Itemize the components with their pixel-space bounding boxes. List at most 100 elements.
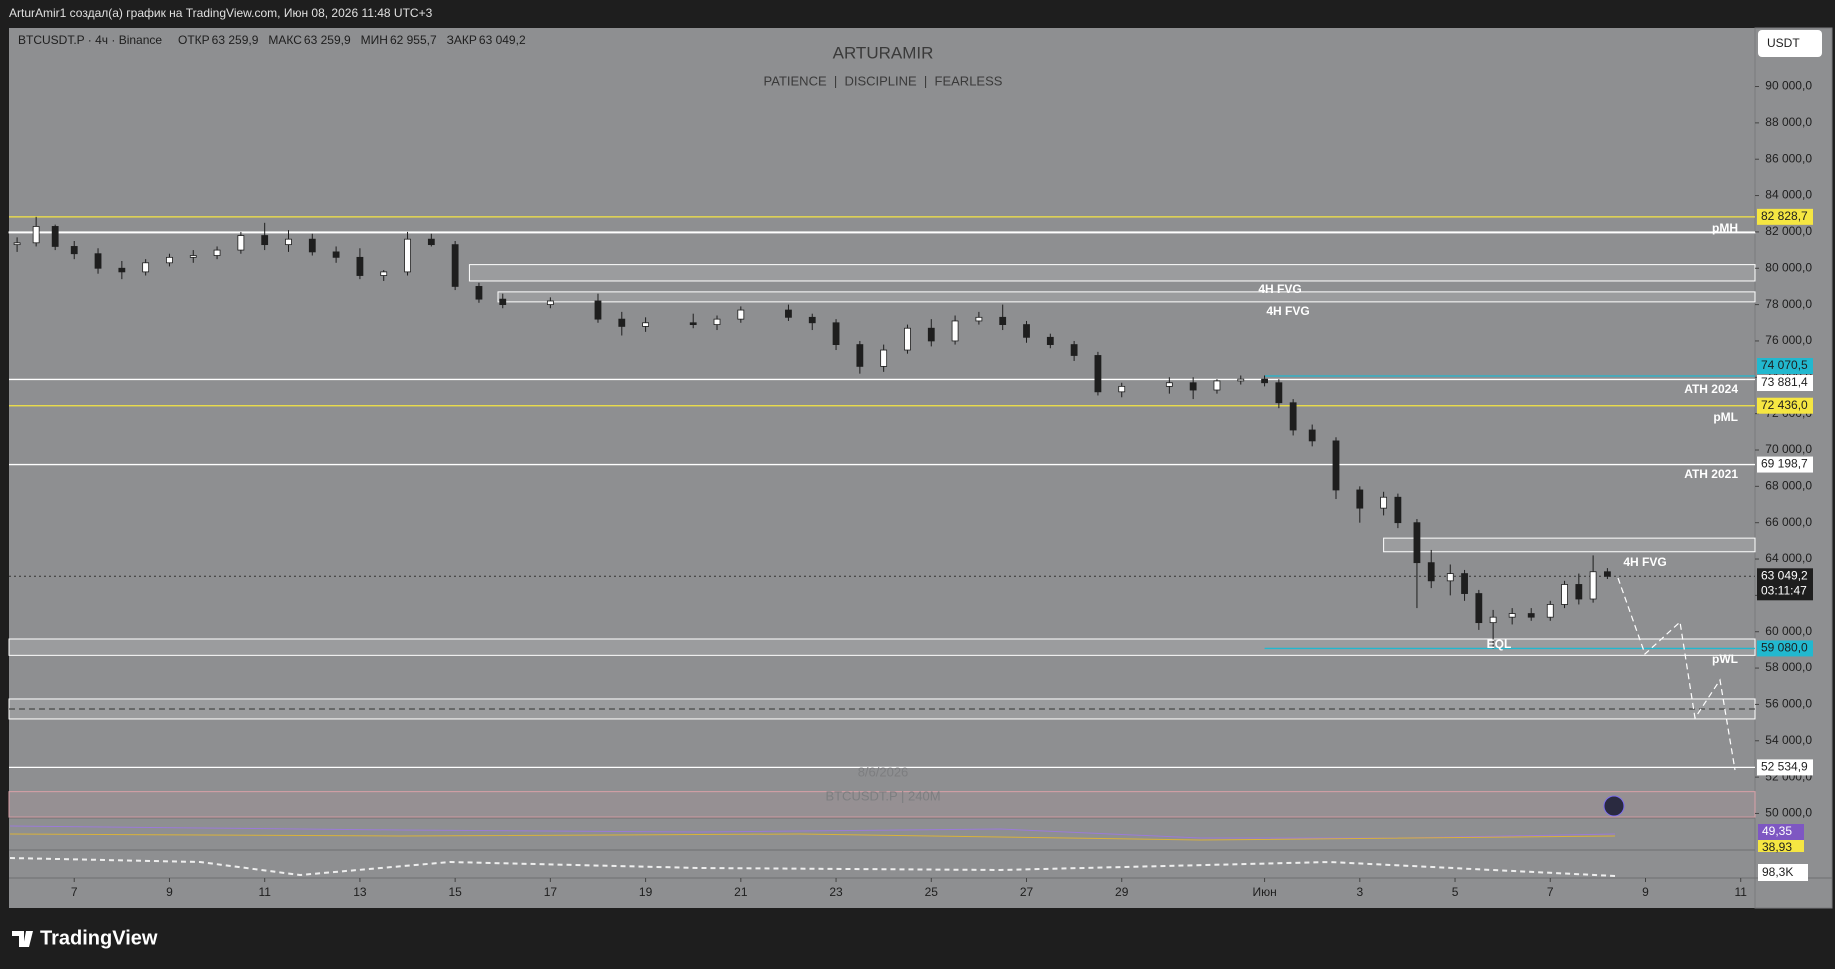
price-badge-label: 74 070,5 (1761, 358, 1808, 372)
rsi-badge (1758, 824, 1804, 840)
candle-body (1165, 382, 1173, 387)
candle-body (808, 316, 816, 324)
candle-body (1189, 382, 1197, 391)
candle-body (1561, 584, 1568, 605)
projection-path (1617, 577, 1736, 771)
candle-body (499, 298, 507, 305)
x-tick-label: 5 (1452, 885, 1459, 899)
price-badge (1757, 568, 1813, 601)
y-tick-label: 86 000,0 (1765, 151, 1812, 165)
volume-badge (1758, 864, 1808, 881)
zone (468, 264, 1756, 282)
candle-body (1094, 355, 1102, 393)
annotation: pWL (1712, 652, 1738, 666)
annotation: 4H FVG (1266, 304, 1309, 318)
candle-body (737, 309, 745, 320)
candle-body (689, 322, 697, 325)
candle-body (332, 251, 340, 258)
annotation: 4H FVG (1623, 555, 1666, 569)
y-tick-label: 56 000,0 (1765, 697, 1812, 711)
annotation: 4H FVG (1258, 282, 1301, 296)
candle-body (1461, 573, 1468, 594)
rsi-ma-label: 38,93 (1762, 840, 1792, 854)
x-tick-label: 3 (1356, 885, 1363, 899)
candle-body (1413, 522, 1421, 564)
y-tick-label: 90 000,0 (1765, 79, 1812, 93)
zone (8, 638, 1756, 656)
candle-body (166, 256, 173, 264)
annotation: pML (1713, 410, 1738, 424)
candle-body (1380, 496, 1388, 509)
candle-body (1070, 344, 1078, 356)
currency-button[interactable] (1758, 30, 1822, 57)
candle-body (475, 286, 483, 300)
rsi-ma (9, 833, 1616, 841)
candle-body (904, 327, 911, 351)
candle-body (1489, 616, 1497, 624)
y-tick-label: 50 000,0 (1765, 806, 1812, 820)
countdown: 03:11:47 (1761, 583, 1807, 597)
y-tick-label: 80 000,0 (1765, 260, 1812, 274)
x-tick-label: 7 (71, 885, 78, 899)
legend-value: 63 259,9 (304, 33, 351, 47)
rsi-ma-badge (1758, 840, 1804, 852)
legend-value: 63 049,2 (479, 33, 526, 47)
price-badge-label: 69 198,7 (1761, 457, 1808, 471)
price-badge (1757, 640, 1813, 657)
candle-body (832, 322, 840, 345)
candle-body (1427, 562, 1435, 582)
alert-icon[interactable] (1603, 795, 1625, 817)
x-tick-label: 23 (829, 885, 843, 899)
candle-body (1508, 613, 1516, 618)
candle-body (1575, 584, 1583, 600)
candle-body (94, 253, 102, 269)
price-badge (1757, 358, 1813, 375)
watermark-symbol: BTCUSDT.P | 240M (825, 788, 940, 803)
price-badge (1757, 208, 1813, 225)
y-tick-label: 88 000,0 (1765, 115, 1812, 129)
candle-body (213, 249, 221, 256)
candle-body (451, 244, 459, 287)
candle-body (975, 316, 983, 322)
candle-body (261, 235, 269, 246)
price-badge (1757, 397, 1813, 414)
x-tick-label: 29 (1115, 885, 1129, 899)
candle-body (713, 318, 721, 325)
candle-body (1356, 489, 1364, 509)
candle-body (1118, 385, 1126, 393)
candle-body (32, 226, 40, 244)
y-tick-label: 58 000,0 (1765, 660, 1812, 674)
y-tick-label: 60 000,0 (1765, 624, 1812, 638)
candle-body (404, 238, 411, 273)
x-tick-label: Июн (1252, 885, 1276, 899)
price-badge-label: 82 828,7 (1761, 209, 1808, 223)
price-badge (1757, 375, 1813, 392)
candle-body (1394, 496, 1402, 524)
candle-body (785, 309, 792, 318)
candle-body (380, 271, 388, 276)
x-tick-label: 11 (1734, 885, 1747, 899)
chart-panel (9, 28, 1832, 908)
candle-body (142, 262, 150, 273)
y-tick-label: 64 000,0 (1765, 551, 1812, 565)
candle-body (1275, 382, 1283, 404)
candle-body (1475, 593, 1483, 624)
candle-body (927, 327, 935, 342)
candle-body (1237, 378, 1245, 382)
currency-label[interactable]: USDT (1767, 36, 1800, 50)
x-tick-label: 19 (639, 885, 653, 899)
watermark-date: 8/6/2026 (858, 764, 909, 779)
candle-body (951, 320, 959, 342)
candle-body (308, 238, 316, 253)
zone (8, 231, 1756, 234)
price-badge-label: 63 049,2 (1761, 568, 1808, 582)
candle-body (356, 256, 364, 276)
candle-body (189, 255, 197, 258)
y-tick-label: 82 000,0 (1765, 224, 1812, 238)
volume-label: 98,3K (1762, 865, 1793, 879)
legend-symbol: BTCUSDT.P · 4ч · Binance (18, 33, 162, 47)
legend-key: МИН (361, 33, 388, 47)
candle-body (1213, 380, 1221, 391)
